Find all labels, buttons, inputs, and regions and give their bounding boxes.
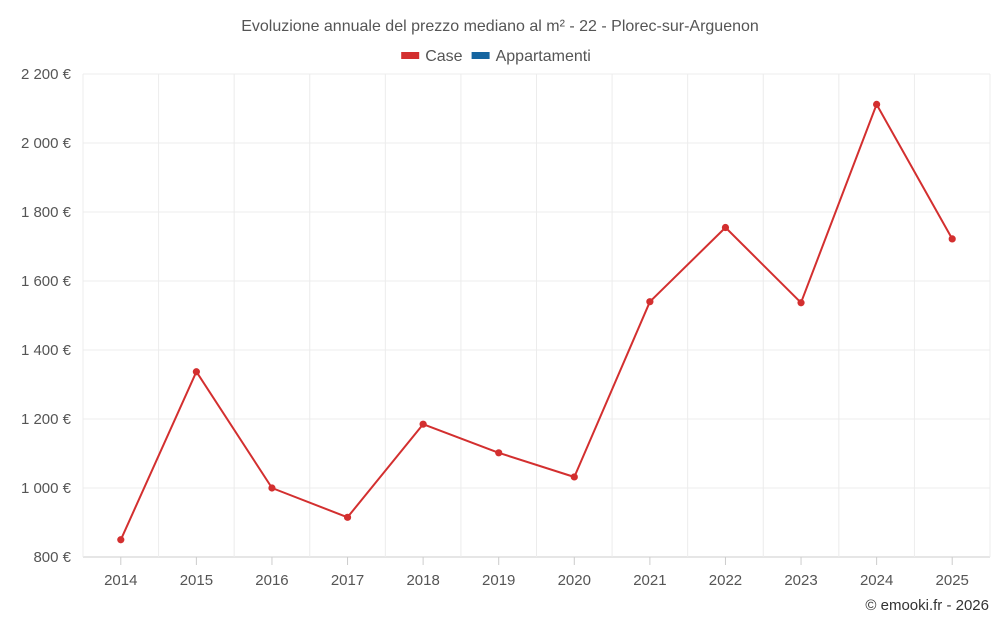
x-tick-label: 2023 [784,572,817,589]
series-layer [117,100,956,544]
x-tick-label: 2019 [482,572,515,589]
y-tick-label: 1 000 € [21,480,72,497]
credit-text: © emooki.fr - 2026 [865,597,989,614]
x-tick-label: 2016 [255,572,288,589]
x-tick-label: 2015 [180,572,213,589]
legend-swatch [471,52,490,59]
grid [82,73,991,558]
x-tick-label: 2024 [860,572,893,589]
x-tick-label: 2018 [406,572,439,589]
chart-title: Evoluzione annuale del prezzo mediano al… [241,18,759,35]
x-axis: 2014 2015 2016 2017 2018 2019 2020 2021 2022 2023… [104,557,969,589]
series-line [119,103,954,541]
data-point[interactable] [117,536,125,544]
y-axis: 800 € 1 000 € 1 200 € 1 400 € 1 600 € 1 800 €… [21,66,72,566]
y-tick-label: 1 200 € [21,411,72,428]
x-tick-label: 2022 [709,572,742,589]
x-tick-label: 2025 [936,572,969,589]
x-tick-label: 2014 [104,572,137,589]
legend-swatch [401,52,420,59]
x-tick-label: 2020 [558,572,591,589]
data-point[interactable] [419,420,427,428]
legend: Case Appartamenti [401,48,591,65]
data-point[interactable] [948,235,956,243]
y-tick-label: 1 800 € [21,204,72,221]
data-point[interactable] [646,298,654,306]
legend-label: Appartamenti [496,48,591,65]
data-point[interactable] [721,223,730,232]
data-point[interactable] [192,368,200,376]
x-tick-label: 2017 [331,572,364,589]
legend-label: Case [425,48,462,65]
data-point[interactable] [343,513,352,521]
y-tick-label: 1 400 € [21,342,72,359]
data-point[interactable] [873,100,881,108]
data-point[interactable] [268,484,276,492]
data-point[interactable] [495,449,503,457]
y-tick-label: 800 € [33,549,71,566]
y-tick-label: 2 200 € [21,66,72,83]
data-point[interactable] [570,473,578,481]
data-point[interactable] [797,299,805,307]
x-tick-label: 2021 [633,572,666,589]
y-tick-label: 1 600 € [21,273,72,290]
y-tick-label: 2 000 € [21,135,72,152]
